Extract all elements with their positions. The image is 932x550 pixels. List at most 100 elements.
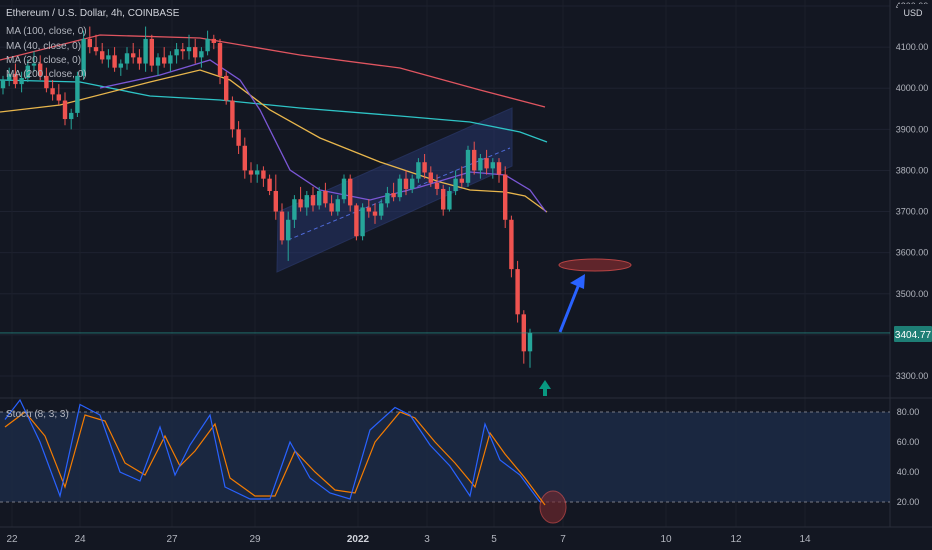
candle-body[interactable] — [341, 178, 347, 200]
candle-body[interactable] — [100, 51, 105, 60]
candle-body[interactable] — [205, 38, 210, 52]
candle-body[interactable] — [131, 53, 136, 58]
candle-body[interactable] — [149, 38, 154, 66]
candle-body[interactable] — [186, 47, 192, 52]
candle-body[interactable] — [403, 178, 409, 189]
candle-body[interactable] — [174, 49, 179, 56]
candle-body[interactable] — [7, 73, 12, 80]
candle-body[interactable] — [118, 63, 123, 68]
candle-body[interactable] — [106, 55, 111, 60]
candle-body[interactable] — [242, 145, 247, 171]
candle-body[interactable] — [366, 207, 371, 212]
candle-body[interactable] — [267, 178, 272, 191]
candle-body[interactable] — [292, 199, 297, 220]
stoch-label[interactable]: Stoch (8, 3, 3) — [6, 409, 69, 420]
candle-body[interactable] — [180, 49, 185, 52]
candle-body[interactable] — [397, 178, 402, 198]
candle-body[interactable] — [25, 65, 30, 78]
candle-body[interactable] — [354, 205, 359, 237]
indicator-ma40-label[interactable]: MA (40, close, 0) — [6, 41, 81, 52]
candle-body[interactable] — [509, 219, 514, 270]
candle-body[interactable] — [335, 199, 340, 212]
candle-body[interactable] — [87, 38, 92, 48]
candle-body[interactable] — [199, 51, 204, 58]
candle-body[interactable] — [478, 158, 483, 171]
candle-body[interactable] — [261, 170, 266, 179]
candle-body[interactable] — [317, 191, 322, 206]
candle-body[interactable] — [255, 170, 260, 175]
candle-body[interactable] — [143, 38, 148, 64]
candle-body[interactable] — [515, 269, 520, 315]
candle-body[interactable] — [124, 53, 130, 64]
candle-body[interactable] — [168, 55, 173, 64]
candle-body[interactable] — [459, 178, 464, 183]
candle-body[interactable] — [527, 332, 533, 352]
candle-body[interactable] — [441, 188, 446, 210]
currency-badge[interactable]: USD — [903, 8, 923, 18]
candle-body[interactable] — [391, 193, 396, 198]
candle-body[interactable] — [236, 129, 241, 146]
candle-body[interactable] — [273, 191, 278, 212]
candle-body[interactable] — [465, 149, 471, 183]
candle-body[interactable] — [112, 55, 117, 68]
candle-body[interactable] — [348, 178, 353, 206]
candle-body[interactable] — [447, 191, 452, 210]
candle-body[interactable] — [93, 47, 99, 52]
stoch-lines — [4, 398, 546, 506]
candle-body[interactable] — [385, 193, 390, 204]
candle-body[interactable] — [490, 162, 495, 169]
candle-body[interactable] — [286, 219, 291, 241]
candle-body[interactable] — [230, 100, 235, 130]
candle-body[interactable] — [81, 38, 86, 76]
candle-body[interactable] — [496, 162, 502, 175]
candle-body[interactable] — [75, 75, 80, 113]
candle-body[interactable] — [422, 162, 427, 173]
candle-body[interactable] — [38, 63, 43, 76]
candle-body[interactable] — [31, 63, 37, 66]
candle-body[interactable] — [69, 112, 74, 120]
candle-body[interactable] — [329, 203, 334, 212]
candle-body[interactable] — [410, 178, 415, 189]
candle-body[interactable] — [62, 100, 68, 120]
candle-body[interactable] — [162, 57, 167, 64]
candle-body[interactable] — [416, 162, 421, 179]
candle-body[interactable] — [44, 75, 49, 89]
candle-body[interactable] — [323, 191, 328, 204]
candlestick-series[interactable] — [0, 26, 890, 368]
candle-body[interactable] — [428, 172, 433, 183]
time-tick-label: 14 — [799, 534, 811, 545]
candle-body[interactable] — [472, 149, 477, 171]
candle-body[interactable] — [304, 195, 309, 208]
indicator-ma200-label[interactable]: MA (200, close, 0) — [6, 69, 87, 80]
indicator-ma100-label[interactable]: MA (100, close, 0) — [6, 26, 87, 37]
price-tick-label: 3300.00 — [896, 371, 929, 381]
candle-body[interactable] — [379, 203, 384, 216]
candle-body[interactable] — [372, 211, 378, 216]
candle-body[interactable] — [193, 47, 198, 58]
candle-body[interactable] — [50, 88, 55, 95]
candle-body[interactable] — [503, 174, 508, 220]
candle-body[interactable] — [211, 38, 216, 43]
candle-body[interactable] — [155, 57, 161, 66]
stoch-band-fill — [0, 412, 890, 502]
indicator-ma20-label[interactable]: MA (20, close, 0) — [6, 55, 81, 66]
candle-body[interactable] — [484, 158, 489, 169]
candle-body[interactable] — [56, 94, 61, 101]
currency-badge-bg[interactable] — [898, 4, 928, 20]
projection-arrow-shaft — [558, 283, 581, 333]
candle-body[interactable] — [19, 77, 24, 85]
candle-body[interactable] — [137, 57, 142, 64]
candle-body[interactable] — [224, 75, 229, 101]
candle-body[interactable] — [310, 195, 316, 206]
candle-body[interactable] — [360, 207, 365, 237]
candle-body[interactable] — [0, 80, 6, 89]
candle-body[interactable] — [13, 73, 18, 85]
stoch-tick-label: 20.00 — [897, 497, 920, 507]
candle-body[interactable] — [298, 199, 303, 208]
candle-body[interactable] — [453, 178, 458, 191]
candle-body[interactable] — [434, 182, 440, 189]
candle-body[interactable] — [248, 170, 254, 175]
candle-body[interactable] — [279, 211, 285, 241]
candle-body[interactable] — [217, 43, 223, 76]
